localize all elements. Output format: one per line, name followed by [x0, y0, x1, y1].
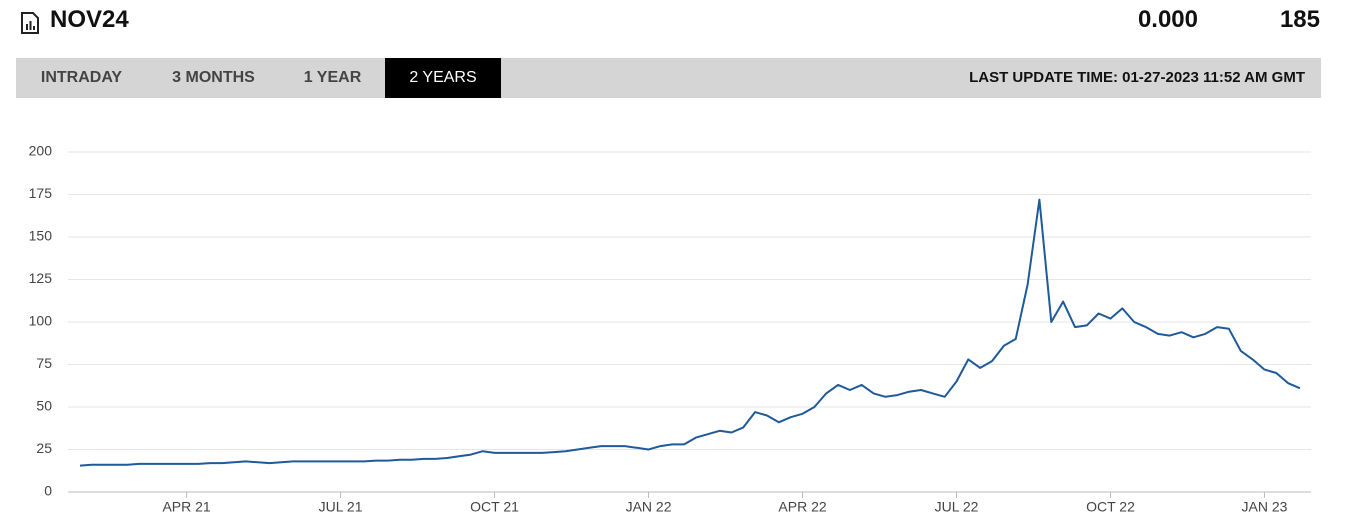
- x-tick-label: APR 21: [162, 499, 210, 515]
- tab[interactable]: 1 YEAR: [303, 69, 362, 86]
- x-tick-label: JAN 22: [626, 499, 672, 515]
- x-tick-label: JAN 23: [1242, 499, 1288, 515]
- y-tick-label: 50: [36, 398, 52, 414]
- y-tick-label: 25: [36, 440, 52, 456]
- y-tick-label: 175: [29, 185, 53, 201]
- y-tick-label: 0: [44, 483, 52, 499]
- x-tick-label: JUL 22: [935, 499, 979, 515]
- tab[interactable]: INTRADAY: [40, 69, 123, 86]
- tab[interactable]: 2 YEARS: [385, 58, 501, 98]
- title: NOV24: [50, 6, 129, 33]
- value: 185: [1279, 6, 1320, 33]
- x-tick-label: JUL 21: [319, 499, 363, 515]
- x-tick-label: APR 22: [778, 499, 826, 515]
- tab-bar: INTRADAY 3 MONTHS 1 YEAR 2 YEARS LAST UP…: [16, 58, 1321, 98]
- last-update: LAST UPDATE TIME: 01-27-2023 11:52 AM GM…: [969, 69, 1305, 86]
- y-tick-label: 100: [29, 313, 53, 329]
- y-tick-label: 150: [29, 228, 53, 244]
- x-tick-label: OCT 21: [470, 499, 519, 515]
- y-tick-label: 125: [29, 270, 53, 286]
- x-tick-label: OCT 22: [1086, 499, 1135, 515]
- value: 0.000: [1137, 6, 1198, 33]
- tab[interactable]: 3 MONTHS: [172, 69, 255, 86]
- price-line: [79, 198, 1301, 467]
- chart-icon: [21, 12, 39, 34]
- y-tick-label: 200: [29, 143, 53, 159]
- y-tick-label: 75: [36, 355, 52, 371]
